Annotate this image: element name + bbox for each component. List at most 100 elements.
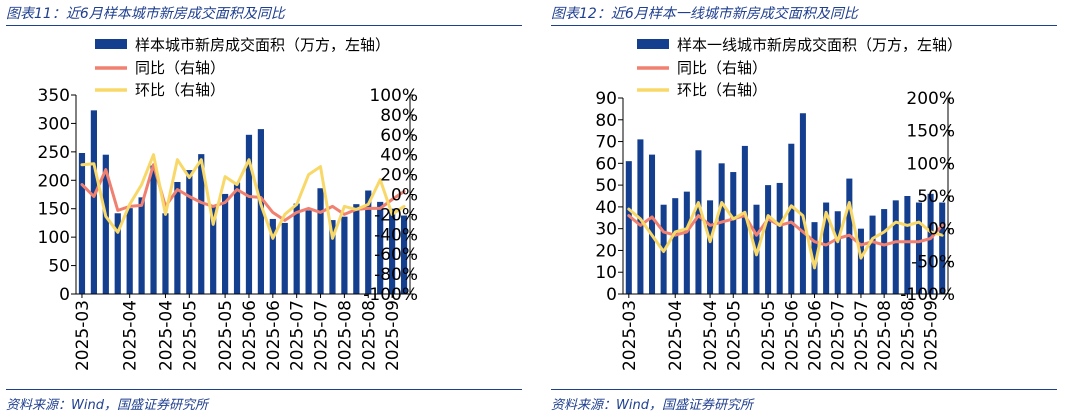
legend-label-bar: 样本城市新房成交面积（万方，左轴） bbox=[135, 36, 390, 54]
left-tick-label: 0 bbox=[59, 285, 70, 305]
bar bbox=[269, 218, 276, 294]
x-tick-label: 2025-05 bbox=[180, 300, 200, 371]
left-tick-label: 0 bbox=[606, 285, 617, 305]
bar bbox=[377, 201, 384, 294]
source-rule bbox=[551, 389, 1057, 390]
legend-label-mom: 环比（右轴） bbox=[135, 81, 225, 99]
bar bbox=[281, 222, 288, 294]
x-tick-label: 2025-06 bbox=[782, 300, 802, 371]
legend-label-yoy: 同比（右轴） bbox=[677, 59, 767, 77]
x-tick-label: 2025-06 bbox=[240, 300, 260, 371]
bar bbox=[162, 213, 169, 294]
bar bbox=[400, 215, 408, 294]
figure-title: 图表12：近6月样本一线城市新房成交面积及同比 bbox=[551, 6, 858, 22]
left-tick-label: 350 bbox=[38, 86, 70, 106]
bar bbox=[707, 200, 714, 294]
bar bbox=[718, 163, 725, 294]
left-tick-label: 80 bbox=[595, 111, 617, 131]
x-tick-label: 2025-07 bbox=[288, 300, 308, 371]
bar bbox=[186, 170, 193, 294]
left-tick-label: 50 bbox=[48, 257, 70, 277]
yoy-line bbox=[627, 214, 944, 247]
bar bbox=[869, 215, 876, 294]
bar bbox=[317, 188, 324, 294]
bar bbox=[389, 208, 396, 294]
bar bbox=[939, 202, 946, 294]
bar bbox=[927, 193, 934, 294]
right-tick-label: 0% bbox=[391, 186, 418, 206]
title-rule bbox=[551, 25, 1057, 26]
left-tick-label: 200 bbox=[38, 171, 70, 191]
bar bbox=[904, 196, 911, 294]
bar bbox=[765, 185, 772, 294]
left-tick-label: 50 bbox=[595, 176, 617, 196]
bar bbox=[293, 203, 300, 294]
x-tick-label: 2025-07 bbox=[829, 300, 849, 371]
bar bbox=[90, 110, 97, 294]
bar bbox=[637, 139, 644, 294]
x-tick-label: 2025-09 bbox=[383, 300, 403, 371]
left-tick-label: 40 bbox=[595, 198, 617, 218]
left-tick-label: 20 bbox=[595, 241, 617, 261]
x-tick-label: 2025-06 bbox=[806, 300, 826, 371]
source-note: 资料来源：Wind，国盛证券研究所 bbox=[6, 398, 208, 413]
yoy-line bbox=[80, 163, 406, 222]
bar bbox=[741, 145, 748, 294]
x-tick-label: 2025-08 bbox=[875, 300, 895, 371]
bar bbox=[649, 154, 656, 294]
bar bbox=[365, 190, 372, 294]
right-tick-label: 100% bbox=[906, 154, 955, 174]
bar bbox=[114, 213, 121, 294]
mom-line bbox=[627, 201, 944, 270]
mom-line bbox=[80, 153, 406, 240]
bar bbox=[233, 182, 241, 294]
x-tick-label: 2025-08 bbox=[359, 300, 379, 371]
x-tick-label: 2025-03 bbox=[620, 300, 640, 371]
right-tick-label: 80% bbox=[380, 106, 418, 126]
bar bbox=[683, 191, 690, 294]
right-tick-label: 50% bbox=[917, 187, 955, 207]
bar bbox=[329, 220, 336, 294]
bar bbox=[222, 193, 229, 294]
bar bbox=[892, 200, 899, 294]
source-note: 资料来源：Wind，国盛证券研究所 bbox=[551, 398, 753, 413]
x-tick-label: 2025-07 bbox=[852, 300, 872, 371]
bar bbox=[857, 228, 864, 294]
left-tick-label: 10 bbox=[595, 263, 617, 283]
bar bbox=[799, 113, 806, 294]
title-rule bbox=[6, 25, 522, 26]
bar bbox=[834, 211, 841, 294]
right-tick-label: -40% bbox=[374, 225, 418, 245]
left-tick-label: 150 bbox=[38, 200, 70, 220]
bar bbox=[138, 197, 145, 294]
bar bbox=[811, 222, 818, 294]
x-tick-label: 2025-04 bbox=[701, 300, 721, 371]
right-tick-label: 20% bbox=[380, 166, 418, 186]
right-tick-label: -50% bbox=[911, 252, 955, 272]
x-tick-label: 2025-05 bbox=[724, 300, 744, 371]
legend-label-mom: 环比（右轴） bbox=[677, 81, 767, 99]
bar bbox=[305, 210, 312, 294]
bar bbox=[150, 165, 157, 294]
x-tick-label: 2025-06 bbox=[264, 300, 284, 371]
bar bbox=[341, 216, 348, 294]
right-tick-label: 40% bbox=[380, 146, 418, 166]
x-tick-label: 2025-04 bbox=[666, 300, 686, 371]
right-tick-label: 60% bbox=[380, 126, 418, 146]
legend-label-bar: 样本一线城市新房成交面积（万方，左轴） bbox=[677, 36, 962, 54]
left-tick-label: 100 bbox=[38, 228, 70, 248]
figure-title: 图表11：近6月样本城市新房成交面积及同比 bbox=[6, 6, 285, 22]
bar bbox=[915, 202, 922, 294]
right-tick-label: -20% bbox=[374, 205, 418, 225]
right-tick-label: -100% bbox=[900, 285, 955, 305]
x-tick-label: 2025-05 bbox=[216, 300, 236, 371]
bar bbox=[823, 202, 830, 294]
right-tick-label: 0% bbox=[928, 220, 955, 240]
bar bbox=[78, 152, 86, 294]
left-tick-label: 250 bbox=[38, 143, 70, 163]
x-tick-label: 2025-08 bbox=[335, 300, 355, 371]
bar bbox=[776, 182, 783, 294]
right-tick-label: -80% bbox=[374, 265, 418, 285]
right-tick-label: -100% bbox=[363, 285, 418, 305]
